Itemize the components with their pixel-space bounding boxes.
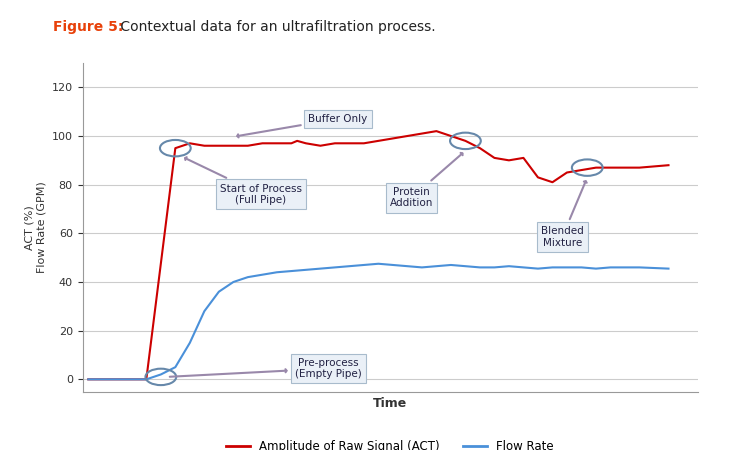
X-axis label: Time: Time bbox=[373, 397, 407, 410]
Text: Figure 5:: Figure 5: bbox=[53, 20, 123, 34]
Text: Protein
Addition: Protein Addition bbox=[390, 153, 463, 208]
Legend: Amplitude of Raw Signal (ACT), Flow Rate: Amplitude of Raw Signal (ACT), Flow Rate bbox=[221, 436, 559, 450]
Y-axis label: ACT (%)
Flow Rate (GPM): ACT (%) Flow Rate (GPM) bbox=[25, 181, 46, 273]
Text: Buffer Only: Buffer Only bbox=[237, 114, 368, 137]
Text: Start of Process
(Full Pipe): Start of Process (Full Pipe) bbox=[185, 157, 302, 205]
Text: Blended
Mixture: Blended Mixture bbox=[541, 181, 586, 248]
Text: Pre-process
(Empty Pipe): Pre-process (Empty Pipe) bbox=[170, 358, 362, 379]
Text: Contextual data for an ultrafiltration process.: Contextual data for an ultrafiltration p… bbox=[116, 20, 436, 34]
